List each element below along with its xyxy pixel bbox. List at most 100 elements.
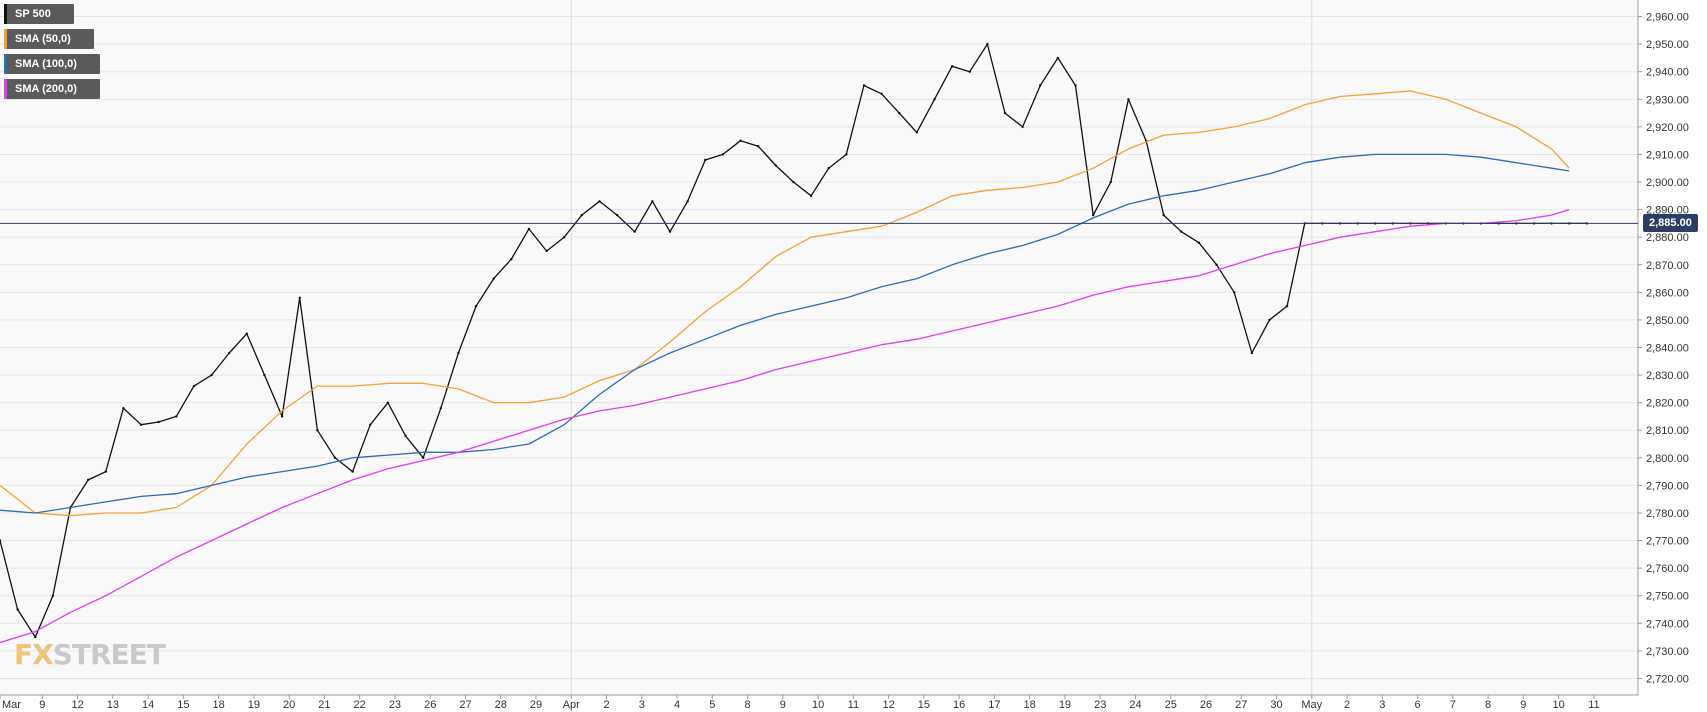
close-point [86, 478, 90, 482]
close-point [615, 213, 619, 217]
y-tick-label: 2,770.00 [1646, 536, 1689, 548]
close-point [139, 423, 143, 426]
watermark-street: STREET [52, 638, 166, 671]
legend-swatch-sma100 [4, 54, 7, 74]
y-tick-label: 2,930.00 [1646, 94, 1689, 106]
legend-sma100[interactable]: SMA (100,0) [4, 54, 100, 74]
x-tick-label: 14 [142, 699, 154, 711]
close-point [1285, 304, 1289, 308]
legend-swatch-sma50 [4, 29, 7, 49]
x-tick-label: 25 [1165, 699, 1177, 711]
close-point [404, 434, 407, 437]
y-tick-label: 2,760.00 [1646, 563, 1689, 575]
x-tick-label: 6 [1415, 699, 1421, 711]
close-point [457, 351, 460, 355]
legend-swatch-sma200 [4, 79, 7, 99]
close-point [686, 200, 689, 203]
series-line-sma-50-0- [0, 90, 1570, 517]
close-point [527, 227, 531, 231]
close-point [421, 456, 425, 460]
x-tick-label: Mar [2, 699, 21, 711]
x-tick-label: 11 [848, 699, 859, 711]
y-tick-label: 2,830.00 [1646, 370, 1689, 382]
x-tick-label: 12 [883, 699, 895, 711]
close-point [1268, 318, 1271, 322]
y-tick-label: 2,940.00 [1646, 67, 1689, 79]
close-point [1215, 263, 1218, 266]
close-point [1162, 213, 1165, 217]
x-tick-label: 18 [1024, 699, 1036, 711]
close-point [369, 423, 372, 426]
x-tick-label: 15 [177, 699, 189, 711]
legend-label-sma200: SMA (200,0) [15, 83, 77, 95]
close-point [34, 635, 37, 639]
close-point [16, 608, 19, 611]
x-tick-label: 30 [1270, 699, 1282, 711]
close-point [809, 194, 813, 198]
y-tick-label: 2,810.00 [1646, 425, 1689, 437]
y-tick-label: 2,960.00 [1646, 12, 1689, 24]
close-point [1180, 230, 1183, 233]
x-tick-label: Apr [563, 699, 580, 711]
close-point [933, 98, 936, 101]
close-point [739, 139, 742, 142]
close-point [862, 84, 866, 87]
close-point [563, 235, 566, 239]
close-point [1091, 213, 1095, 217]
close-point [792, 180, 795, 184]
close-point [333, 456, 337, 460]
x-tick-label: 13 [107, 699, 119, 711]
close-point [192, 384, 196, 388]
x-tick-label: 24 [1129, 699, 1141, 711]
close-point [280, 415, 284, 418]
x-tick-label: 19 [1059, 699, 1071, 711]
x-tick-label: 26 [424, 699, 436, 711]
x-tick-label: 9 [1520, 699, 1526, 711]
close-point [756, 144, 760, 148]
x-tick-label: 22 [354, 699, 366, 711]
y-tick-label: 2,950.00 [1646, 39, 1689, 51]
x-tick-label: 27 [1235, 699, 1247, 711]
y-tick-label: 2,850.00 [1646, 315, 1689, 327]
y-tick-label: 2,920.00 [1646, 122, 1689, 134]
close-point [651, 200, 654, 203]
y-tick-label: 2,900.00 [1646, 177, 1689, 189]
x-tick-label: 27 [459, 699, 471, 711]
close-point [898, 111, 901, 115]
close-point [827, 167, 830, 170]
x-tick-label: 23 [1094, 699, 1106, 711]
close-point [492, 277, 495, 280]
close-point [721, 153, 725, 156]
close-point [633, 230, 636, 233]
y-tick-label: 2,870.00 [1646, 260, 1689, 272]
legend-sp500[interactable]: SP 500 [4, 4, 74, 24]
y-tick-label: 2,820.00 [1646, 398, 1689, 410]
close-point [510, 258, 513, 261]
x-tick-label: 7 [1450, 699, 1456, 711]
close-point [986, 42, 989, 46]
y-tick-label: 2,720.00 [1646, 673, 1689, 685]
legend-sma50[interactable]: SMA (50,0) [4, 29, 94, 49]
x-tick-label: 11 [1588, 699, 1599, 711]
legend-label-sma50: SMA (50,0) [15, 33, 71, 45]
close-point [1233, 291, 1236, 294]
x-tick-label: 10 [1553, 699, 1565, 711]
y-tick-label: 2,790.00 [1646, 480, 1689, 492]
close-point [845, 153, 848, 156]
close-point [1109, 180, 1112, 184]
x-tick-label: 21 [318, 699, 330, 711]
close-point [439, 406, 442, 410]
x-tick-label: 8 [1485, 699, 1491, 711]
x-tick-label: 5 [709, 699, 715, 711]
legend-sma200[interactable]: SMA (200,0) [4, 79, 100, 99]
close-point [880, 92, 883, 95]
close-point [1197, 241, 1201, 244]
x-tick-label: 2 [603, 699, 609, 711]
close-point [704, 158, 707, 162]
current-price-label: 2,885.00 [1643, 214, 1698, 233]
x-tick-label: May [1301, 699, 1322, 711]
x-tick-label: 12 [71, 699, 83, 711]
close-point [950, 64, 954, 68]
close-point [228, 351, 231, 355]
